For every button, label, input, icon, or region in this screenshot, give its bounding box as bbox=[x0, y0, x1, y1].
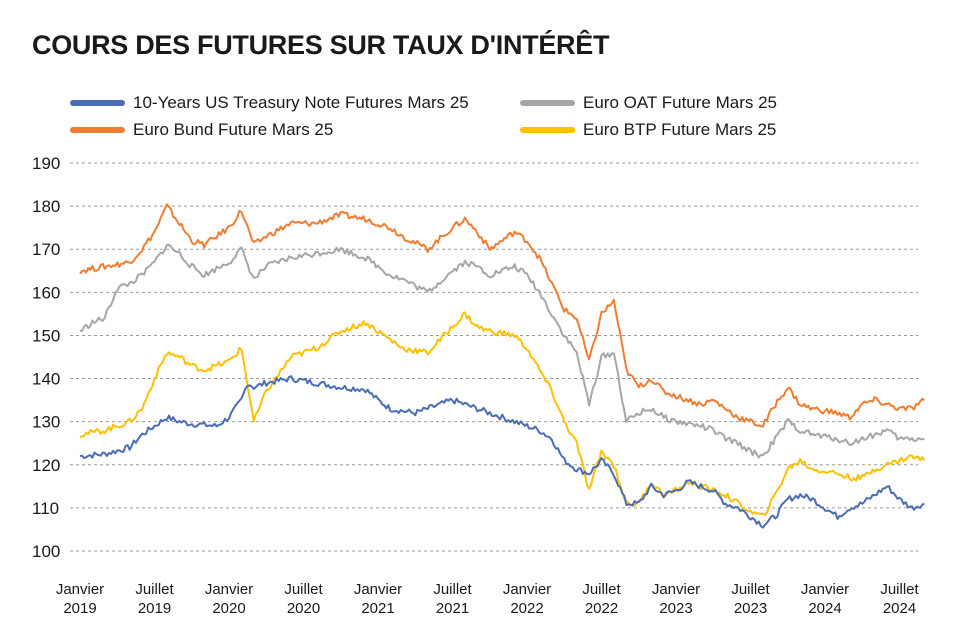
x-tick-label: 2019 bbox=[63, 600, 96, 617]
y-tick-label: 150 bbox=[32, 326, 60, 345]
x-tick-label: 2020 bbox=[287, 600, 320, 617]
legend-item-euro-btp: Euro BTP Future Mars 25 bbox=[520, 120, 776, 140]
legend-swatch-us-treasury bbox=[70, 100, 125, 106]
x-tick-label: 2021 bbox=[361, 600, 394, 617]
us-treasury-line bbox=[79, 375, 925, 529]
legend-label-euro-oat: Euro OAT Future Mars 25 bbox=[583, 93, 777, 112]
x-tick-label: Janvier bbox=[354, 581, 402, 598]
y-tick-label: 130 bbox=[32, 413, 60, 432]
y-tick-label: 160 bbox=[32, 283, 60, 302]
x-tick-label: 2022 bbox=[585, 600, 618, 617]
legend-swatch-euro-oat bbox=[520, 100, 575, 106]
x-tick-label: Janvier bbox=[205, 581, 253, 598]
x-tick-label: Janvier bbox=[801, 581, 849, 598]
y-tick-label: 190 bbox=[32, 154, 60, 173]
x-tick-label: 2024 bbox=[883, 600, 916, 617]
y-tick-label: 110 bbox=[32, 499, 59, 518]
x-tick-label: 2021 bbox=[436, 600, 469, 617]
x-tick-label: 2023 bbox=[734, 600, 767, 617]
y-tick-label: 170 bbox=[32, 240, 60, 259]
x-tick-label: 2019 bbox=[138, 600, 171, 617]
euro-btp-line bbox=[79, 311, 926, 516]
euro-oat-line bbox=[79, 243, 925, 459]
x-tick-label: 2020 bbox=[212, 600, 245, 617]
y-tick-label: 100 bbox=[32, 542, 60, 561]
legend-swatch-euro-bund bbox=[70, 127, 125, 133]
y-tick-label: 120 bbox=[32, 456, 60, 475]
legend-swatch-euro-btp bbox=[520, 127, 575, 133]
legend-label-euro-btp: Euro BTP Future Mars 25 bbox=[583, 120, 777, 139]
x-tick-label: 2024 bbox=[808, 600, 841, 617]
x-tick-label: Janvier bbox=[56, 581, 104, 598]
x-tick-label: Juillet bbox=[284, 581, 323, 598]
y-tick-label: 140 bbox=[32, 370, 60, 389]
euro-bund-line bbox=[79, 203, 925, 428]
x-tick-label: 2022 bbox=[510, 600, 543, 617]
x-tick-label: Juillet bbox=[433, 581, 472, 598]
x-tick-label: Juillet bbox=[582, 581, 621, 598]
legend-label-euro-bund: Euro Bund Future Mars 25 bbox=[133, 120, 334, 139]
x-tick-label: Juillet bbox=[731, 581, 770, 598]
legend-label-us-treasury: 10-Years US Treasury Note Futures Mars 2… bbox=[133, 93, 469, 112]
legend-item-us-treasury: 10-Years US Treasury Note Futures Mars 2… bbox=[70, 93, 469, 113]
x-tick-label: Janvier bbox=[652, 581, 700, 598]
legend-item-euro-oat: Euro OAT Future Mars 25 bbox=[520, 93, 777, 113]
legend-item-euro-bund: Euro Bund Future Mars 25 bbox=[70, 120, 333, 140]
y-tick-label: 180 bbox=[32, 197, 60, 216]
x-tick-label: Juillet bbox=[880, 581, 919, 598]
x-tick-label: Janvier bbox=[503, 581, 551, 598]
x-tick-label: Juillet bbox=[135, 581, 174, 598]
chart-title: COURS DES FUTURES SUR TAUX D'INTÉRÊT bbox=[32, 30, 610, 60]
x-tick-label: 2023 bbox=[659, 600, 692, 617]
